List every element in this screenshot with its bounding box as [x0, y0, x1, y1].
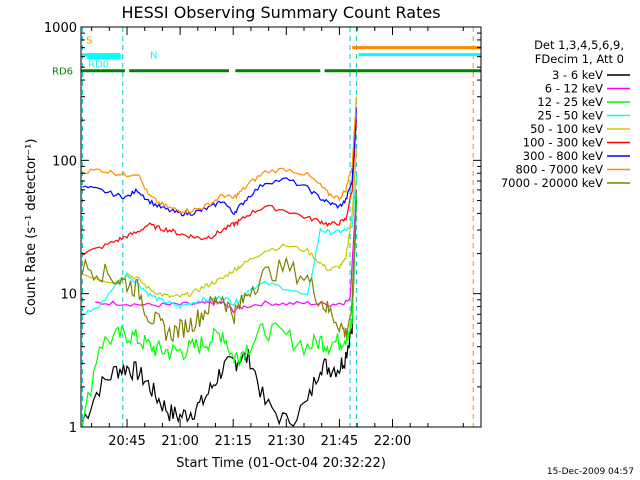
flag-label: S: [86, 36, 92, 47]
y-axis: 1 10 100 1000: [44, 21, 481, 436]
legend: Det 1,3,4,5,6,9,FDecim 1, Att 0 3 - 6 keV…: [501, 38, 630, 190]
legend-header: Det 1,3,4,5,6,9,: [534, 38, 624, 52]
series-line: [81, 189, 357, 343]
plot-area: S N RD0 RD6: [52, 27, 481, 428]
legend-label: 3 - 6 keV: [552, 68, 603, 82]
x-tick-label: 21:00: [161, 434, 198, 449]
x-tick-label: 21:45: [321, 434, 358, 449]
legend-label: 50 - 100 keV: [530, 122, 603, 136]
timestamp: 15-Dec-2009 04:57: [547, 467, 634, 477]
y-tick-label: 10: [60, 288, 77, 303]
flag-label: RD6: [52, 67, 73, 78]
legend-label: 7000 - 20000 keV: [501, 176, 603, 190]
y-tick-label: 1000: [44, 21, 77, 36]
series-line: [82, 96, 357, 214]
y-axis-label: Count Rate (s⁻¹ detector⁻¹): [24, 139, 39, 316]
flag-label: N: [150, 51, 157, 62]
plot-frame: [80, 26, 482, 428]
series-line: [81, 194, 357, 428]
x-tick-label: 22:00: [374, 434, 411, 449]
x-tick-label: 20:45: [108, 434, 145, 449]
y-tick-label: 1: [69, 421, 77, 436]
chart-title: HESSI Observing Summary Count Rates: [121, 3, 440, 22]
legend-label: 25 - 50 keV: [537, 109, 603, 123]
series-line: [95, 189, 357, 314]
legend-label: 300 - 800 keV: [523, 149, 603, 163]
x-tick-label: 21:30: [268, 434, 305, 449]
x-tick-label: 21:15: [214, 434, 251, 449]
flag-label: RD0: [88, 60, 109, 71]
legend-label: 6 - 12 keV: [545, 82, 603, 96]
legend-label: 100 - 300 keV: [523, 136, 603, 150]
series-line: [82, 107, 357, 217]
series-line: [82, 120, 357, 256]
legend-header: FDecim 1, Att 0: [535, 52, 624, 66]
series-line: [81, 200, 357, 427]
legend-label: 800 - 7000 keV: [515, 163, 603, 177]
series-line: [82, 173, 357, 316]
series-line: [82, 149, 357, 299]
legend-label: 12 - 25 keV: [537, 95, 603, 109]
x-axis: 20:45 21:00 21:15 21:30 21:45 22:00: [91, 27, 482, 449]
x-axis-label: Start Time (01-Oct-04 20:32:22): [176, 456, 386, 471]
y-tick-label: 100: [52, 154, 77, 169]
